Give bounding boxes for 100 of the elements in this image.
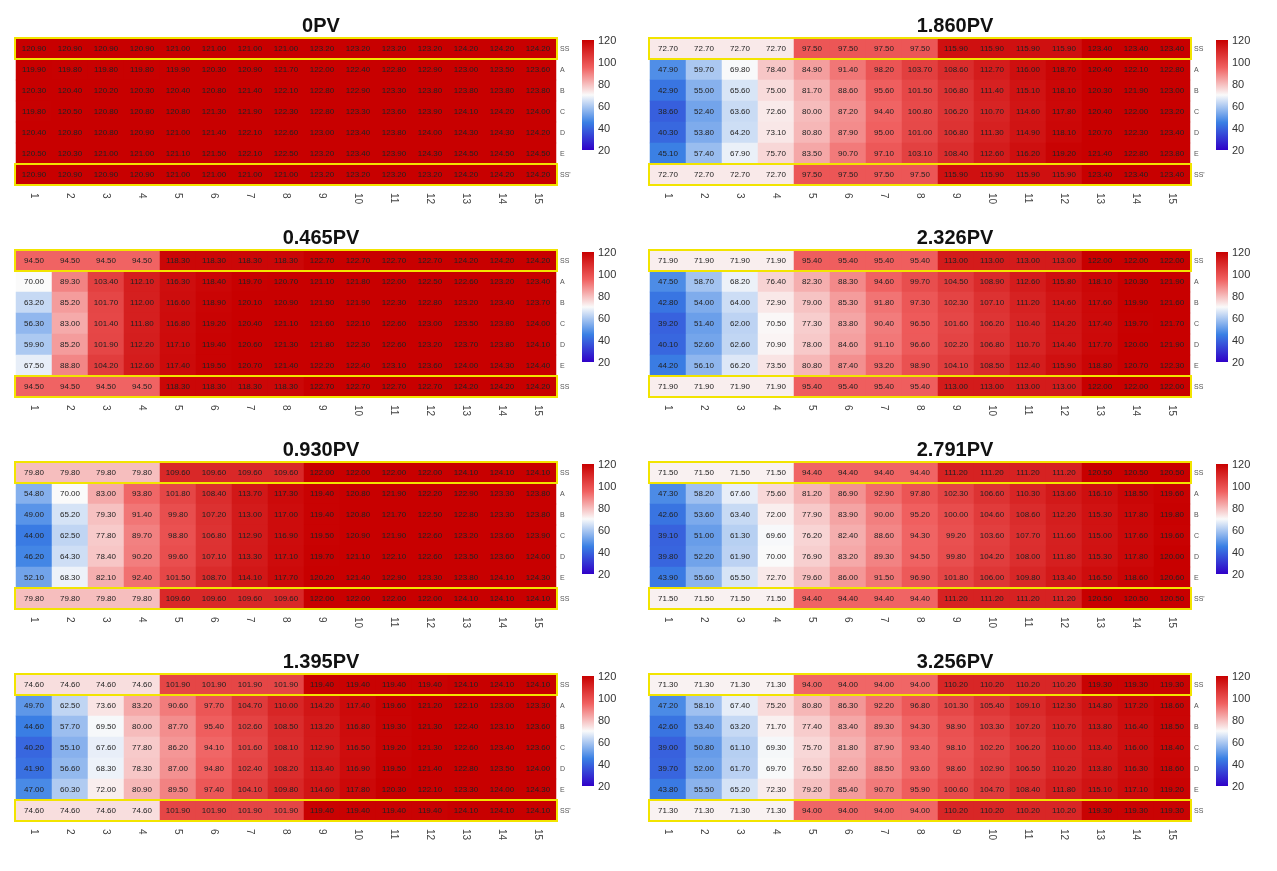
data-label: 119.80	[94, 65, 119, 74]
data-label: 110.40	[1016, 319, 1041, 328]
data-label: 115.90	[944, 170, 969, 179]
data-label: 123.40	[345, 128, 371, 137]
chart-title: 0.465PV	[282, 226, 361, 248]
data-label: 104.70	[979, 785, 1005, 794]
data-label: 110.00	[1052, 743, 1077, 752]
data-label: 71.30	[657, 680, 679, 689]
data-label: 71.90	[693, 382, 715, 391]
x-tick-label: 14	[496, 405, 508, 417]
x-tick-label: 11	[388, 193, 400, 204]
data-label: 122.10	[1123, 65, 1149, 74]
data-label: 72.00	[95, 785, 117, 794]
data-label: 101.50	[907, 86, 933, 95]
data-label: 105.40	[979, 701, 1005, 710]
data-label: 104.10	[943, 361, 969, 370]
x-tick-label: 5	[806, 193, 818, 199]
data-label: 122.70	[381, 382, 407, 391]
data-label: 97.50	[801, 170, 823, 179]
x-tick-label: 5	[806, 617, 818, 623]
data-label: 121.00	[237, 170, 263, 179]
data-label: 120.50	[1087, 594, 1113, 603]
data-label: 62.50	[59, 531, 81, 540]
data-label: 78.00	[801, 340, 823, 349]
data-label: 106.00	[979, 573, 1005, 582]
x-tick-label: 8	[914, 617, 926, 623]
x-tick-label: 4	[136, 193, 148, 199]
data-label: 119.30	[1160, 680, 1185, 689]
data-label: 85.40	[837, 785, 859, 794]
color-bar-label: 60	[1232, 736, 1245, 748]
data-label: 108.00	[1015, 552, 1041, 561]
data-label: 71.90	[765, 382, 787, 391]
data-label: 115.30	[1088, 552, 1113, 561]
x-tick-label: 9	[316, 405, 328, 411]
x-tick-label: 1	[662, 617, 674, 623]
x-tick-label: 12	[424, 193, 436, 205]
data-label: 74.60	[131, 680, 153, 689]
data-label: 121.00	[237, 44, 263, 53]
data-label: 115.90	[1052, 44, 1077, 53]
data-label: 62.50	[59, 701, 81, 710]
x-tick-label: 12	[1058, 617, 1070, 629]
data-label: 120.30	[381, 785, 407, 794]
data-label: 103.70	[907, 65, 933, 74]
data-label: 118.30	[238, 256, 263, 265]
x-tick-label: 7	[244, 405, 256, 411]
data-label: 112.60	[1016, 277, 1041, 286]
color-bar-label: 80	[598, 714, 611, 726]
data-label: 122.80	[417, 298, 443, 307]
data-label: 122.30	[381, 298, 407, 307]
data-label: 79.80	[59, 594, 81, 603]
data-label: 39.80	[657, 552, 679, 561]
x-tick-label: 6	[208, 829, 220, 835]
data-label: 118.40	[202, 277, 227, 286]
data-label: 121.70	[273, 65, 299, 74]
data-label: 61.10	[729, 743, 751, 752]
data-label: 113.30	[238, 552, 263, 561]
data-label: 97.50	[837, 44, 859, 53]
data-label: 124.20	[489, 44, 515, 53]
data-label: 123.70	[525, 298, 551, 307]
data-label: 124.10	[453, 468, 479, 477]
data-label: 62.00	[729, 319, 751, 328]
data-label: 112.70	[980, 65, 1005, 74]
data-label: 121.00	[273, 44, 299, 53]
data-label: 119.40	[310, 510, 335, 519]
x-tick-label: 7	[244, 193, 256, 199]
data-label: 123.60	[417, 361, 443, 370]
data-label: 123.40	[1087, 44, 1113, 53]
data-label: 94.00	[837, 806, 859, 815]
data-label: 61.70	[729, 764, 751, 773]
data-label: 123.00	[1159, 86, 1185, 95]
data-label: 76.20	[801, 531, 823, 540]
x-tick-label: 3	[734, 617, 746, 623]
data-label: 112.60	[130, 361, 155, 370]
x-tick-label: 14	[1130, 193, 1142, 205]
data-label: 119.20	[1160, 785, 1185, 794]
data-label: 72.00	[765, 510, 787, 519]
data-label: 124.00	[489, 785, 515, 794]
x-tick-label: 13	[1094, 829, 1106, 841]
data-label: 88.50	[873, 764, 895, 773]
data-label: 72.70	[729, 44, 751, 53]
data-label: 106.80	[943, 128, 969, 137]
data-label: 97.50	[873, 44, 895, 53]
data-label: 123.50	[489, 764, 515, 773]
data-label: 110.20	[980, 680, 1005, 689]
data-label: 119.50	[382, 764, 407, 773]
x-tick-label: 8	[280, 405, 292, 411]
data-label: 47.00	[23, 785, 45, 794]
data-label: 83.00	[59, 319, 81, 328]
data-label: 50.80	[693, 743, 715, 752]
data-label: 101.90	[273, 680, 299, 689]
data-label: 120.70	[1087, 128, 1113, 137]
data-label: 42.60	[657, 722, 679, 731]
data-label: 104.60	[979, 510, 1005, 519]
data-label: 116.30	[1124, 764, 1149, 773]
data-label: 59.90	[23, 340, 45, 349]
x-tick-label: 15	[1166, 617, 1178, 629]
data-label: 113.00	[238, 510, 263, 519]
data-label: 113.00	[944, 382, 969, 391]
data-label: 94.00	[873, 806, 895, 815]
data-label: 95.20	[909, 510, 931, 519]
